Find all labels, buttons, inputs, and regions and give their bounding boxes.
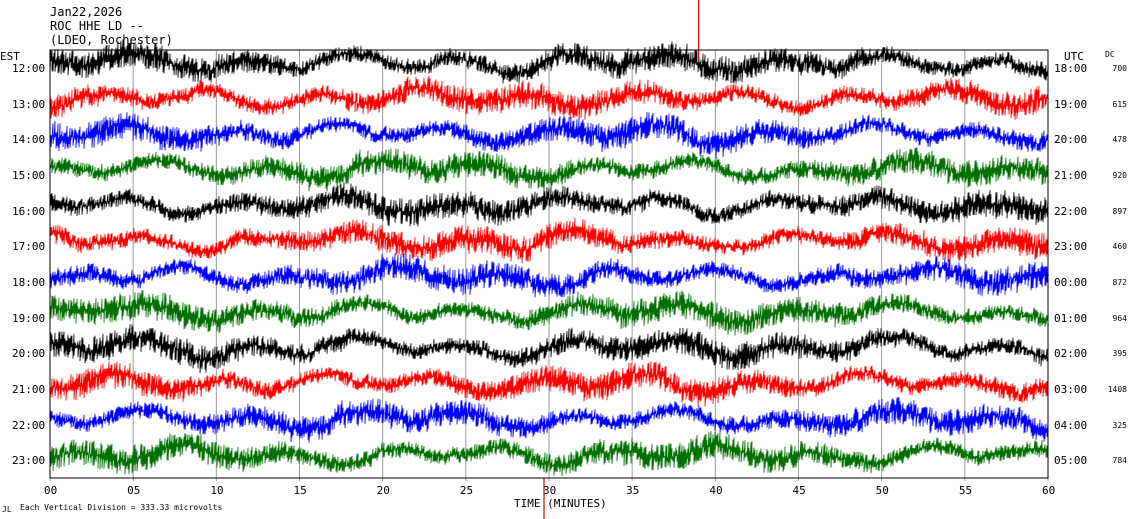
x-tick-label: 20 [376,484,390,497]
x-tick-label: 35 [626,484,640,497]
station-label: ROC HHE LD -- [50,19,144,33]
trace-row-1900 [49,289,1049,336]
utc-label: 01:00 [1054,311,1088,325]
utc-label: 05:00 [1054,454,1088,468]
x-tick-label: 30 [543,484,557,497]
est-label: 21:00 [12,383,46,396]
scale-note: Each Vertical Division = 333.33 microvol… [20,503,223,512]
utc-label: 23:00 [1054,240,1088,254]
utc-label: 19:00 [1054,97,1088,111]
dc-value: 872 [1112,278,1127,287]
dc-value: 1408 [1107,385,1127,394]
dc-value: 325 [1112,420,1127,430]
utc-label: 22:00 [1054,204,1088,218]
dc-value: 920 [1112,171,1127,180]
est-label: 18:00 [12,276,46,289]
utc-label: 04:00 [1054,418,1088,432]
utc-label: 21:00 [1054,169,1088,182]
est-label: 14:00 [12,133,46,147]
x-axis-title: TIME (MINUTES) [514,497,607,510]
trace-row-1600 [49,182,1049,227]
est-label: 17:00 [12,240,46,254]
x-tick-label: 25 [459,484,474,497]
footer-mark: JL [2,505,12,514]
utc-axis-label: UTC [1064,50,1084,63]
trace-row-2200 [49,396,1049,443]
utc-label: 03:00 [1054,383,1088,396]
trace-row-1800 [49,253,1049,298]
trace-row-1300 [49,75,1049,120]
x-tick-label: 00 [44,484,58,497]
trace-row-1400 [49,112,1049,159]
x-tick-label: 45 [792,484,806,497]
x-tick-label: 50 [875,484,889,497]
utc-label: 02:00 [1054,347,1088,361]
est-label: 19:00 [12,311,46,325]
dc-value: 478 [1112,135,1127,145]
dc-value: 964 [1112,313,1127,323]
est-label: 12:00 [12,62,46,75]
date-label: Jan22,2026 [50,5,123,19]
location-label: (LDEO, Rochester) [50,33,173,47]
x-tick-label: 55 [958,484,973,497]
est-label: 16:00 [12,204,46,218]
utc-label: 20:00 [1054,133,1088,147]
dc-value: 897 [1112,206,1127,216]
x-tick-label: 05 [127,484,141,497]
trace-row-1700 [49,217,1049,264]
trace-row-2100 [49,361,1049,407]
x-tick-label: 15 [293,484,307,497]
plot-frame [49,49,1049,479]
x-tick-label: 60 [1042,484,1056,497]
x-tick-label: 40 [709,484,723,497]
utc-label: 00:00 [1054,276,1088,289]
dc-value: 460 [1112,242,1127,252]
dc-value: 784 [1112,456,1127,466]
est-label: 13:00 [12,97,46,111]
est-label: 22:00 [12,418,46,432]
est-label: 20:00 [12,347,46,361]
seismic-traces [49,39,1049,477]
est-label: 23:00 [12,454,46,468]
est-label: 15:00 [12,169,46,182]
dc-column-label: DC [1105,50,1115,59]
utc-label: 18:00 [1054,62,1088,75]
dc-value: 395 [1112,349,1127,359]
dc-value: 700 [1112,64,1127,73]
dc-value: 615 [1112,99,1127,109]
est-axis-label: EST [0,50,20,63]
x-tick-label: 10 [210,484,224,497]
trace-row-1200 [49,39,1049,84]
trace-row-2000 [49,324,1049,374]
trace-row-2300 [49,431,1049,477]
trace-row-1500 [49,147,1049,192]
